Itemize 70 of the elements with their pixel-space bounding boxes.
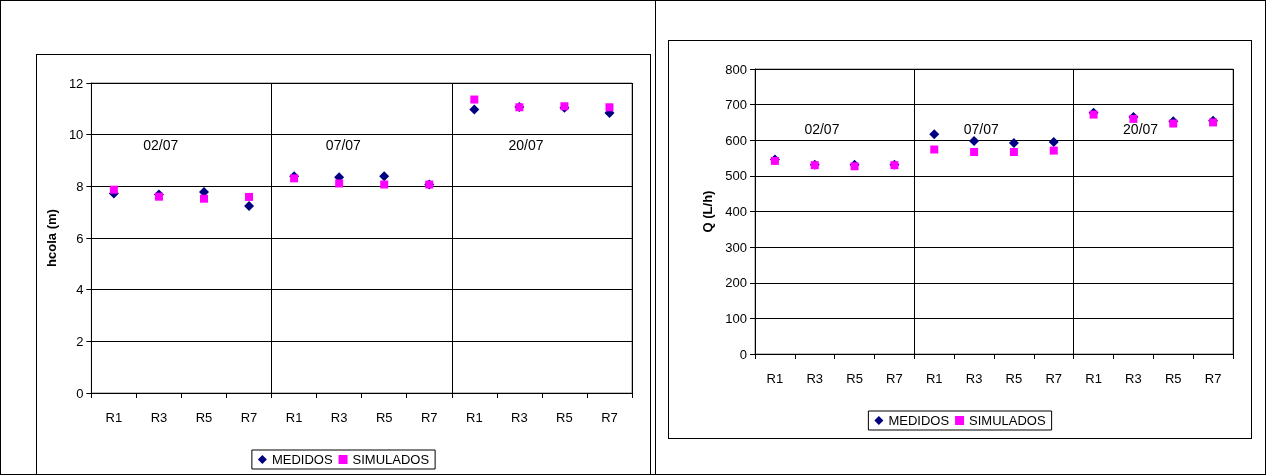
annotation: 20/07 xyxy=(508,137,544,153)
y-tick-label: 700 xyxy=(725,97,747,113)
y-tick-label: 8 xyxy=(76,178,84,194)
point xyxy=(245,192,254,201)
y-axis-title: Q (L/h) xyxy=(700,190,716,233)
y-tick-label: 0 xyxy=(76,385,84,401)
point xyxy=(1008,138,1019,149)
point xyxy=(930,145,939,154)
x-tick-label: R7 xyxy=(1204,371,1222,386)
y-tick-label: 4 xyxy=(76,282,84,298)
x-tick-label: R3 xyxy=(150,410,168,425)
x-tick-label: R7 xyxy=(1045,371,1063,386)
y-axis-title: hcola (m) xyxy=(44,209,59,267)
point xyxy=(1049,146,1058,155)
annotation: 02/07 xyxy=(143,137,179,153)
point xyxy=(969,135,980,146)
point xyxy=(335,179,344,188)
x-tick-label: R5 xyxy=(375,410,393,425)
point xyxy=(1009,148,1018,157)
y-tick-label: 10 xyxy=(68,127,84,143)
y-tick-label: 600 xyxy=(725,132,747,148)
x-tick-label: R3 xyxy=(965,371,983,386)
y-tick-label: 200 xyxy=(725,275,747,291)
annotation: 02/07 xyxy=(804,120,840,137)
x-tick-label: R1 xyxy=(105,410,123,425)
x-tick-label: R5 xyxy=(846,371,863,386)
point xyxy=(109,185,118,194)
x-tick-label: R1 xyxy=(1085,371,1102,386)
x-tick-label: R3 xyxy=(806,371,824,386)
x-tick-label: R7 xyxy=(886,371,903,386)
x-tick-label: R1 xyxy=(925,371,943,386)
point xyxy=(970,148,979,157)
x-tick-label: R5 xyxy=(556,410,573,425)
point xyxy=(379,171,390,182)
y-tick-label: 500 xyxy=(725,168,747,184)
annotation: 07/07 xyxy=(963,120,999,137)
point xyxy=(1048,137,1059,148)
y-tick-label: 2 xyxy=(76,333,84,349)
x-tick-label: R5 xyxy=(1005,371,1023,386)
y-tick-label: 100 xyxy=(725,310,747,326)
y-tick-label: 800 xyxy=(725,61,747,77)
y-tick-label: 300 xyxy=(725,239,747,255)
x-tick-label: R7 xyxy=(420,410,438,425)
point xyxy=(470,95,479,104)
y-tick-label: 0 xyxy=(739,346,747,362)
x-tick-label: R7 xyxy=(601,410,618,425)
x-tick-label: R1 xyxy=(466,410,483,425)
x-tick-label: R3 xyxy=(1125,371,1142,386)
annotation: 20/07 xyxy=(1123,120,1159,137)
y-tick-label: 6 xyxy=(76,230,84,246)
point xyxy=(380,180,389,189)
x-tick-label: R3 xyxy=(511,410,528,425)
legend-label: SIMULADOS xyxy=(969,413,1046,428)
point xyxy=(469,104,480,115)
x-tick-label: R1 xyxy=(285,410,303,425)
point xyxy=(605,103,614,112)
point xyxy=(244,200,255,211)
x-tick-label: R7 xyxy=(240,410,258,425)
y-tick-label: 400 xyxy=(725,204,747,219)
point xyxy=(199,194,208,203)
legend-label: SIMULADOS xyxy=(352,452,430,467)
x-tick-label: R1 xyxy=(766,371,784,386)
legend-label: MEDIDOS xyxy=(271,452,333,467)
annotation: 07/07 xyxy=(325,137,362,153)
point xyxy=(929,129,940,140)
x-tick-label: R3 xyxy=(330,410,348,425)
x-tick-label: R5 xyxy=(195,410,213,425)
y-tick-label: 12 xyxy=(68,75,84,91)
x-tick-label: R5 xyxy=(1164,371,1182,386)
legend-label: MEDIDOS xyxy=(888,413,950,428)
